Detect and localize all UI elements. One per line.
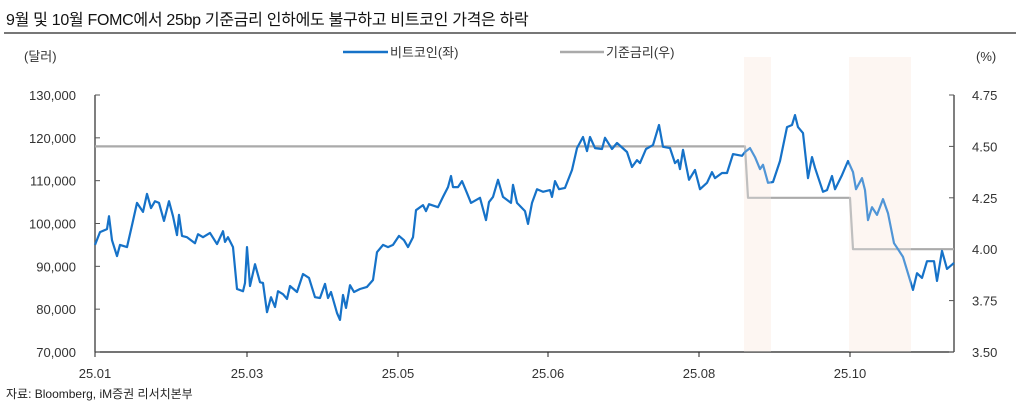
- left-tick-label: 90,000: [36, 259, 76, 274]
- right-tick-label: 3.50: [972, 345, 997, 360]
- left-tick-label: 80,000: [36, 302, 76, 317]
- x-tick-label: 25.05: [382, 366, 415, 381]
- left-axis-unit: (달러): [24, 49, 57, 64]
- title-divider: [4, 32, 1016, 34]
- chart-title: 9월 및 10월 FOMC에서 25bp 기준금리 인하에도 불구하고 비트코인…: [6, 12, 529, 29]
- x-tick-label: 25.06: [532, 366, 565, 381]
- right-tick-label: 4.00: [972, 242, 997, 257]
- fomc-period-overlay: [744, 57, 771, 352]
- source-note: 자료: Bloomberg, iM증권 리서치본부: [6, 387, 193, 401]
- left-tick-label: 70,000: [36, 345, 76, 360]
- right-tick-label: 4.25: [972, 191, 997, 206]
- bitcoin-price-line: [93, 114, 955, 321]
- left-tick-label: 110,000: [30, 174, 76, 189]
- left-tick-label: 120,000: [29, 131, 76, 146]
- right-tick-label: 3.75: [972, 294, 997, 309]
- right-axis-unit: (%): [976, 49, 996, 64]
- fomc-period-band: [744, 57, 771, 352]
- left-tick-label: 100,000: [29, 217, 76, 232]
- right-tick-label: 4.75: [972, 88, 997, 103]
- series-lines: [93, 57, 955, 352]
- x-tick-label: 25.10: [834, 366, 867, 381]
- legend-label-bitcoin: 비트코인(좌): [390, 45, 458, 60]
- x-tick-label: 25.01: [79, 366, 112, 381]
- right-tick-label: 4.50: [972, 139, 997, 154]
- axes: 70,000 80,000 90,000 100,000 110,000 120,000 1…: [29, 88, 997, 381]
- legend: 비트코인(좌) 기준금리(우): [343, 45, 674, 60]
- x-tick-label: 25.03: [231, 366, 264, 381]
- legend-label-rate: 기준금리(우): [606, 45, 674, 60]
- x-tick-label: 25.08: [683, 366, 716, 381]
- left-tick-label: 130,000: [29, 88, 76, 103]
- fomc-period-overlay: [849, 57, 911, 352]
- policy-rate-line: [95, 145, 954, 251]
